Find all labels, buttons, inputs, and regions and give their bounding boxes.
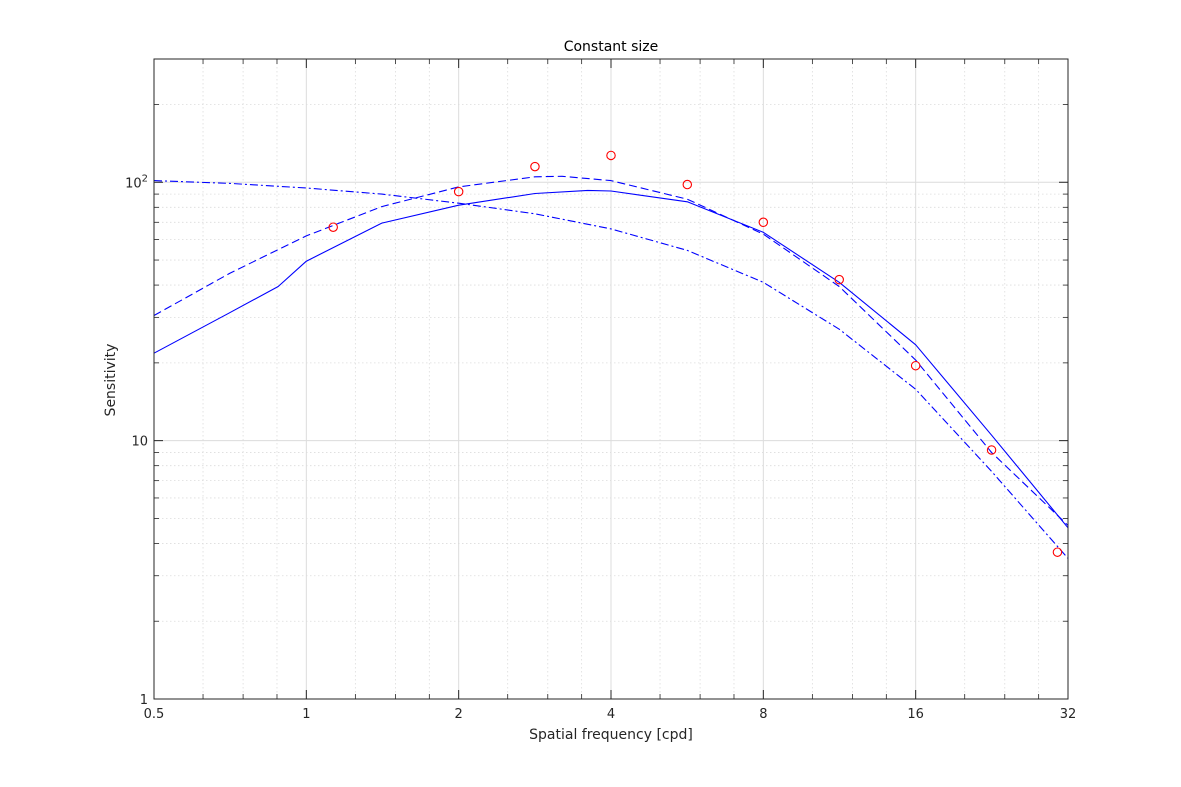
series-line-dashdot <box>153 180 1069 559</box>
data-point-marker <box>986 445 997 455</box>
grid <box>154 59 1068 699</box>
x-tick-label: 2 <box>455 707 463 722</box>
data-point-marker <box>834 274 844 285</box>
data-point-marker <box>682 179 693 190</box>
y-tick-exponent: 2 <box>142 173 148 184</box>
x-tick-label: 8 <box>759 707 767 722</box>
x-tick-label: 1 <box>302 707 310 722</box>
data-point-marker <box>910 360 921 371</box>
series-line-solid <box>153 189 1069 529</box>
data-point-marker <box>1052 547 1063 557</box>
series-line-dashed <box>153 175 1069 526</box>
data-series <box>153 150 1069 559</box>
y-tick-label: 10 <box>131 435 148 450</box>
y-tick-label: 1 <box>140 693 148 708</box>
x-tick-label: 16 <box>907 707 924 722</box>
data-point-marker <box>606 150 616 161</box>
y-axis-label: Sensitivity <box>103 344 119 417</box>
x-tick-label: 4 <box>607 707 615 722</box>
data-point-marker <box>530 161 540 172</box>
x-tick-label: 0.5 <box>144 707 165 722</box>
x-tick-label: 32 <box>1060 707 1077 722</box>
chart-title: Constant size <box>564 39 659 55</box>
data-point-marker <box>453 186 464 197</box>
x-axis-label: Spatial frequency [cpd] <box>529 727 693 743</box>
data-point-marker <box>758 217 769 228</box>
data-point-marker <box>328 222 338 232</box>
x-axis-ticks: 0.5 1 2 4 8 16 32 <box>144 59 1077 722</box>
